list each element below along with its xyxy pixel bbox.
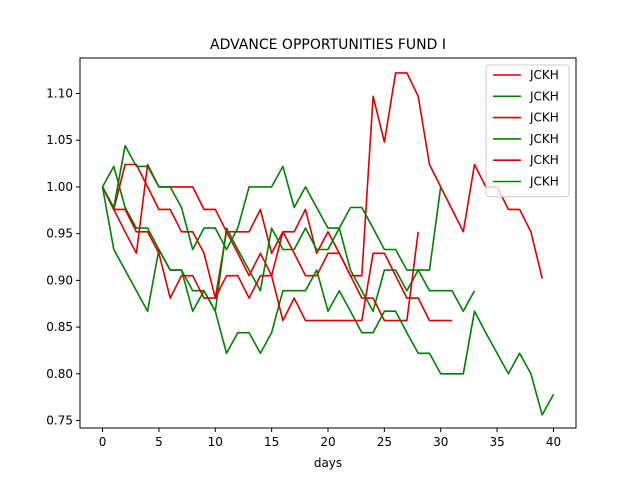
ticks-layer: 0 5 10 15 20 25 30 35 40 0.75 0.80 0.85 0.90 0.95 1.00… bbox=[46, 87, 561, 449]
x-tick-label: 0 bbox=[99, 435, 107, 449]
legend-label-4: JCKH bbox=[529, 132, 559, 146]
chart-title: ADVANCE OPPORTUNITIES FUND I bbox=[210, 37, 446, 53]
x-tick-label: 25 bbox=[377, 435, 392, 449]
x-tick-label: 35 bbox=[489, 435, 504, 449]
legend-label-1: JCKH bbox=[529, 68, 559, 82]
y-tick-label: 0.85 bbox=[46, 320, 73, 334]
legend-label-3: JCKH bbox=[529, 111, 559, 125]
y-tick-label: 0.75 bbox=[46, 414, 73, 428]
y-tick-label: 0.80 bbox=[46, 367, 73, 381]
x-tick-label: 15 bbox=[264, 435, 279, 449]
y-tick-label: 1.05 bbox=[46, 133, 73, 147]
y-tick-label: 0.95 bbox=[46, 227, 73, 241]
legend-label-5: JCKH bbox=[529, 153, 559, 167]
y-tick-label: 1.00 bbox=[46, 180, 73, 194]
legend-box bbox=[485, 64, 570, 198]
x-tick-label: 20 bbox=[320, 435, 335, 449]
series-line-6 bbox=[101, 145, 442, 271]
series-line-4 bbox=[101, 186, 555, 416]
y-tick-label: 1.10 bbox=[46, 87, 73, 101]
series-layer bbox=[101, 72, 555, 416]
x-tick-label: 5 bbox=[155, 435, 163, 449]
legend: JCKH JCKH JCKH JCKH JCKH JCKH bbox=[485, 64, 570, 198]
legend-label-6: JCKH bbox=[529, 175, 559, 189]
x-tick-label: 30 bbox=[433, 435, 448, 449]
x-tick-label: 40 bbox=[546, 435, 561, 449]
series-line-5 bbox=[101, 186, 452, 322]
x-axis-title: days bbox=[314, 456, 342, 470]
y-tick-label: 0.90 bbox=[46, 273, 73, 287]
series-line-1 bbox=[101, 72, 543, 299]
x-tick-label: 10 bbox=[208, 435, 223, 449]
legend-label-2: JCKH bbox=[529, 89, 559, 103]
